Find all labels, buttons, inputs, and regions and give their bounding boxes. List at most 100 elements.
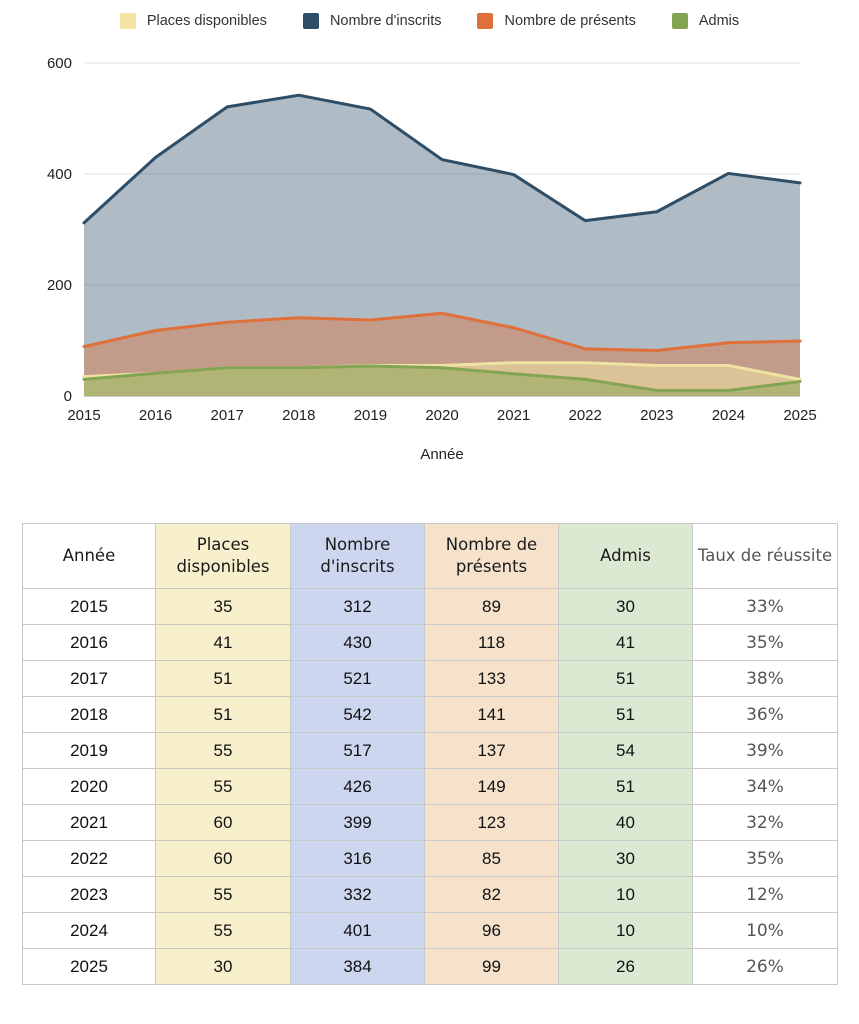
table-row: 2021 60 399 123 40 32% bbox=[22, 804, 838, 841]
table-body: 2015 35 312 89 30 33% 2016 41 430 118 41 35% 2017 51 5… bbox=[22, 588, 838, 985]
table-row: 2017 51 521 133 51 38% bbox=[22, 660, 838, 697]
table-cell: 51 bbox=[558, 696, 693, 733]
table-cell: 10% bbox=[692, 912, 838, 949]
table-cell: 30 bbox=[155, 948, 291, 985]
y-axis-tick-label: 400 bbox=[47, 166, 72, 183]
table-cell: 123 bbox=[424, 804, 559, 841]
table-cell: 40 bbox=[558, 804, 693, 841]
x-axis-tick-label: 2021 bbox=[497, 407, 530, 424]
table-cell: 141 bbox=[424, 696, 559, 733]
table-cell: 10 bbox=[558, 876, 693, 913]
table-cell: 55 bbox=[155, 912, 291, 949]
table-row: 2022 60 316 85 30 35% bbox=[22, 840, 838, 877]
table-cell: 32% bbox=[692, 804, 838, 841]
table-cell: 35 bbox=[155, 588, 291, 625]
x-axis-tick-label: 2017 bbox=[211, 407, 244, 424]
table-header-cell: Nombre d'inscrits bbox=[290, 523, 425, 589]
legend-label: Admis bbox=[698, 13, 740, 29]
table-cell: 96 bbox=[424, 912, 559, 949]
table-header-row: Année Places disponibles Nombre d'inscrits… bbox=[22, 523, 838, 589]
series-line-nombre-de-pr-sents bbox=[82, 311, 802, 352]
x-axis-tick-label: 2018 bbox=[282, 407, 315, 424]
table-cell: 35% bbox=[692, 840, 838, 877]
y-axis-tick-label: 600 bbox=[47, 55, 72, 72]
legend-label: Places disponibles bbox=[146, 13, 267, 29]
legend-item[interactable]: Nombre d'inscrits bbox=[302, 13, 442, 29]
table-cell: 2020 bbox=[22, 768, 156, 805]
table-row: 2018 51 542 141 51 36% bbox=[22, 696, 838, 733]
legend-swatch-icon bbox=[119, 13, 136, 29]
table-cell: 332 bbox=[290, 876, 425, 913]
table-cell: 2025 bbox=[22, 948, 156, 985]
table-cell: 41 bbox=[558, 624, 693, 661]
series-area-admis bbox=[84, 366, 800, 396]
table-row: 2023 55 332 82 10 12% bbox=[22, 876, 838, 913]
table-cell: 55 bbox=[155, 732, 291, 769]
legend-swatch-icon bbox=[671, 13, 688, 29]
table-cell: 82 bbox=[424, 876, 559, 913]
table-header-cell: Admis bbox=[558, 523, 693, 589]
table-header-cell: Nombre de présents bbox=[424, 523, 559, 589]
table-cell: 51 bbox=[155, 696, 291, 733]
series-line-admis bbox=[82, 364, 802, 392]
table-cell: 99 bbox=[424, 948, 559, 985]
x-axis-tick-label: 2022 bbox=[569, 407, 602, 424]
series-line-nombre-d-inscrits bbox=[82, 93, 802, 225]
table-cell: 2017 bbox=[22, 660, 156, 697]
table-header-cell: Année bbox=[22, 523, 156, 589]
legend-item[interactable]: Admis bbox=[671, 13, 740, 29]
table-cell: 517 bbox=[290, 732, 425, 769]
table-cell: 35% bbox=[692, 624, 838, 661]
table-cell: 26 bbox=[558, 948, 693, 985]
y-axis-tick-label: 0 bbox=[64, 388, 72, 405]
table-cell: 60 bbox=[155, 804, 291, 841]
legend-swatch-icon bbox=[302, 13, 319, 29]
legend-label: Nombre d'inscrits bbox=[329, 13, 442, 29]
table-cell: 36% bbox=[692, 696, 838, 733]
x-axis-tick-label: 2020 bbox=[425, 407, 458, 424]
table-cell: 384 bbox=[290, 948, 425, 985]
table-cell: 41 bbox=[155, 624, 291, 661]
table-header-cell: Taux de réussite bbox=[692, 523, 838, 589]
table-cell: 10 bbox=[558, 912, 693, 949]
table-cell: 399 bbox=[290, 804, 425, 841]
table-header-cell: Places disponibles bbox=[155, 523, 291, 589]
table-cell: 30 bbox=[558, 588, 693, 625]
y-axis-tick-label: 200 bbox=[47, 277, 72, 294]
chart-legend: Places disponibles Nombre d'inscrits Nombr… bbox=[0, 13, 859, 29]
table-cell: 85 bbox=[424, 840, 559, 877]
table-cell: 60 bbox=[155, 840, 291, 877]
x-axis-title: Année bbox=[420, 446, 464, 463]
legend-item[interactable]: Nombre de présents bbox=[477, 13, 636, 29]
area-chart: 0 200 400 600 2015 2016 2017 2018 2019 2020 2021 20… bbox=[47, 55, 817, 424]
table-cell: 2021 bbox=[22, 804, 156, 841]
table-cell: 34% bbox=[692, 768, 838, 805]
table-cell: 2024 bbox=[22, 912, 156, 949]
table-row: 2020 55 426 149 51 34% bbox=[22, 768, 838, 805]
table-row: 2024 55 401 96 10 10% bbox=[22, 912, 838, 949]
results-table-wrap: Année Places disponibles Nombre d'inscrits… bbox=[22, 523, 838, 985]
table-cell: 38% bbox=[692, 660, 838, 697]
table-cell: 542 bbox=[290, 696, 425, 733]
table-cell: 316 bbox=[290, 840, 425, 877]
table-cell: 33% bbox=[692, 588, 838, 625]
table-cell: 2022 bbox=[22, 840, 156, 877]
table-cell: 149 bbox=[424, 768, 559, 805]
table-cell: 118 bbox=[424, 624, 559, 661]
legend-item[interactable]: Places disponibles bbox=[119, 13, 267, 29]
results-table: Année Places disponibles Nombre d'inscrits… bbox=[22, 523, 838, 985]
table-cell: 133 bbox=[424, 660, 559, 697]
table-cell: 2015 bbox=[22, 588, 156, 625]
table-cell: 26% bbox=[692, 948, 838, 985]
table-cell: 30 bbox=[558, 840, 693, 877]
table-cell: 51 bbox=[558, 660, 693, 697]
table-cell: 137 bbox=[424, 732, 559, 769]
table-row: 2015 35 312 89 30 33% bbox=[22, 588, 838, 625]
x-axis-tick-label: 2025 bbox=[783, 407, 816, 424]
table-cell: 2019 bbox=[22, 732, 156, 769]
table-cell: 426 bbox=[290, 768, 425, 805]
x-axis-tick-label: 2024 bbox=[712, 407, 745, 424]
table-cell: 51 bbox=[558, 768, 693, 805]
table-cell: 55 bbox=[155, 768, 291, 805]
x-axis-tick-label: 2016 bbox=[139, 407, 172, 424]
